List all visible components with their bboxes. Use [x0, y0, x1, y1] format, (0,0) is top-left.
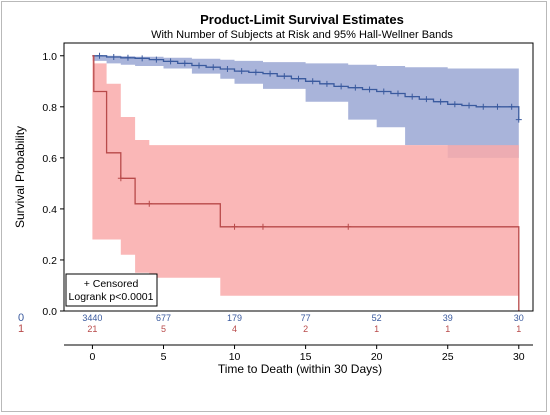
- censor-mark-group-0-9: [224, 66, 231, 73]
- censor-mark-group-0-23: [423, 96, 430, 103]
- censor-mark-group-0-30: [515, 116, 522, 123]
- at-risk-count-group-1-0: 21: [87, 324, 97, 334]
- x-axis-ticks: 0 5 10 15 20 25 30: [64, 344, 533, 363]
- x-tick-label-6: 30: [513, 351, 525, 363]
- censor-mark-group-0-14: [295, 75, 302, 82]
- at-risk-count-group-0-20: 52: [372, 313, 382, 323]
- x-tick-label-3: 15: [300, 351, 312, 363]
- survival-curve-group-1: [92, 55, 520, 311]
- censor-mark-group-0-13: [281, 73, 288, 80]
- censor-mark-group-0-3: [139, 55, 146, 62]
- at-risk-table: 0 3440 677 179 77 52 39 301 21 5 4 2 1 1 1: [18, 312, 524, 335]
- at-risk-count-group-1-20: 1: [374, 324, 379, 334]
- legend-box: + Censored Logrank p<0.0001: [65, 273, 158, 307]
- chart-subtitle: With Number of Subjects at Risk and 95% …: [151, 29, 453, 41]
- censor-mark-group-0-7: [196, 62, 203, 69]
- censor-mark-group-0-21: [394, 90, 401, 97]
- censor-mark-group-1-1: [146, 200, 153, 207]
- confidence-bands: [92, 55, 519, 296]
- y-tick-label-5: 1.0: [42, 51, 57, 63]
- censor-mark-group-1-2: [231, 223, 238, 230]
- censor-mark-group-0-1: [110, 54, 117, 61]
- censor-mark-group-1-4: [345, 223, 352, 230]
- band-group-0: [92, 55, 519, 163]
- at-risk-count-group-1-15: 2: [303, 324, 308, 334]
- x-tick-label-4: 20: [371, 351, 383, 363]
- censor-marks: [96, 52, 522, 230]
- at-risk-count-group-0-10: 179: [227, 313, 242, 323]
- at-risk-count-group-0-0: 3440: [82, 313, 102, 323]
- censor-mark-group-0-15: [309, 78, 316, 85]
- censor-mark-group-0-28: [494, 103, 501, 110]
- y-tick-label-1: 0.2: [42, 255, 57, 267]
- x-tick-label-5: 25: [442, 351, 454, 363]
- censor-mark-group-0-11: [252, 69, 259, 76]
- at-risk-count-group-1-30: 1: [516, 324, 521, 334]
- censor-mark-group-0-27: [480, 103, 487, 110]
- censor-mark-group-1-3: [259, 223, 266, 230]
- censor-mark-group-0-22: [409, 93, 416, 100]
- censor-mark-group-0-18: [352, 84, 359, 91]
- at-risk-count-group-0-5: 677: [156, 313, 171, 323]
- y-tick-label-4: 0.8: [42, 102, 57, 114]
- censor-mark-group-0-0: [96, 52, 103, 59]
- y-axis-ticks: 0.0 0.2 0.4 0.6 0.8 1.0: [42, 51, 64, 318]
- censor-mark-group-0-24: [437, 98, 444, 105]
- censor-mark-group-0-16: [323, 80, 330, 87]
- legend-censored-label: + Censored: [84, 278, 139, 290]
- at-risk-count-group-1-10: 4: [232, 324, 237, 334]
- censor-mark-group-1-0: [117, 175, 124, 182]
- censor-mark-group-0-10: [238, 68, 245, 75]
- x-tick-label-1: 5: [161, 351, 167, 363]
- y-tick-label-2: 0.4: [42, 204, 57, 216]
- legend-logrank-label: Logrank p<0.0001: [69, 291, 154, 303]
- censor-mark-group-0-25: [451, 101, 458, 108]
- censor-mark-group-0-2: [124, 54, 131, 61]
- at-risk-count-group-1-5: 5: [161, 324, 166, 334]
- chart-title: Product-Limit Survival Estimates: [200, 12, 404, 27]
- plot-area-border: [63, 42, 534, 312]
- censor-mark-group-0-20: [380, 88, 387, 95]
- y-tick-label-3: 0.6: [42, 153, 57, 165]
- at-risk-group-label-1: 1: [18, 323, 24, 335]
- band-group-1: [92, 55, 519, 296]
- y-tick-label-0: 0.0: [42, 306, 57, 318]
- censor-mark-group-0-17: [338, 83, 345, 90]
- at-risk-count-group-0-30: 30: [514, 313, 524, 323]
- censor-mark-group-0-29: [508, 103, 515, 110]
- x-tick-label-2: 10: [229, 351, 241, 363]
- at-risk-count-group-1-25: 1: [445, 324, 450, 334]
- x-axis-label: Time to Death (within 30 Days): [218, 362, 382, 376]
- censor-mark-group-0-12: [267, 70, 274, 77]
- censor-mark-group-0-26: [466, 102, 473, 109]
- at-risk-count-group-0-25: 39: [443, 313, 453, 323]
- censor-mark-group-0-19: [366, 86, 373, 93]
- x-tick-label-0: 0: [90, 351, 96, 363]
- censor-mark-group-0-8: [210, 64, 217, 71]
- at-risk-count-group-0-15: 77: [301, 313, 311, 323]
- censor-mark-group-0-4: [153, 56, 160, 63]
- at-risk-group-label-0: 0: [18, 312, 24, 324]
- censor-mark-group-0-5: [167, 58, 174, 65]
- censor-mark-group-0-6: [181, 60, 188, 67]
- y-axis-label: Survival Probability: [13, 126, 27, 228]
